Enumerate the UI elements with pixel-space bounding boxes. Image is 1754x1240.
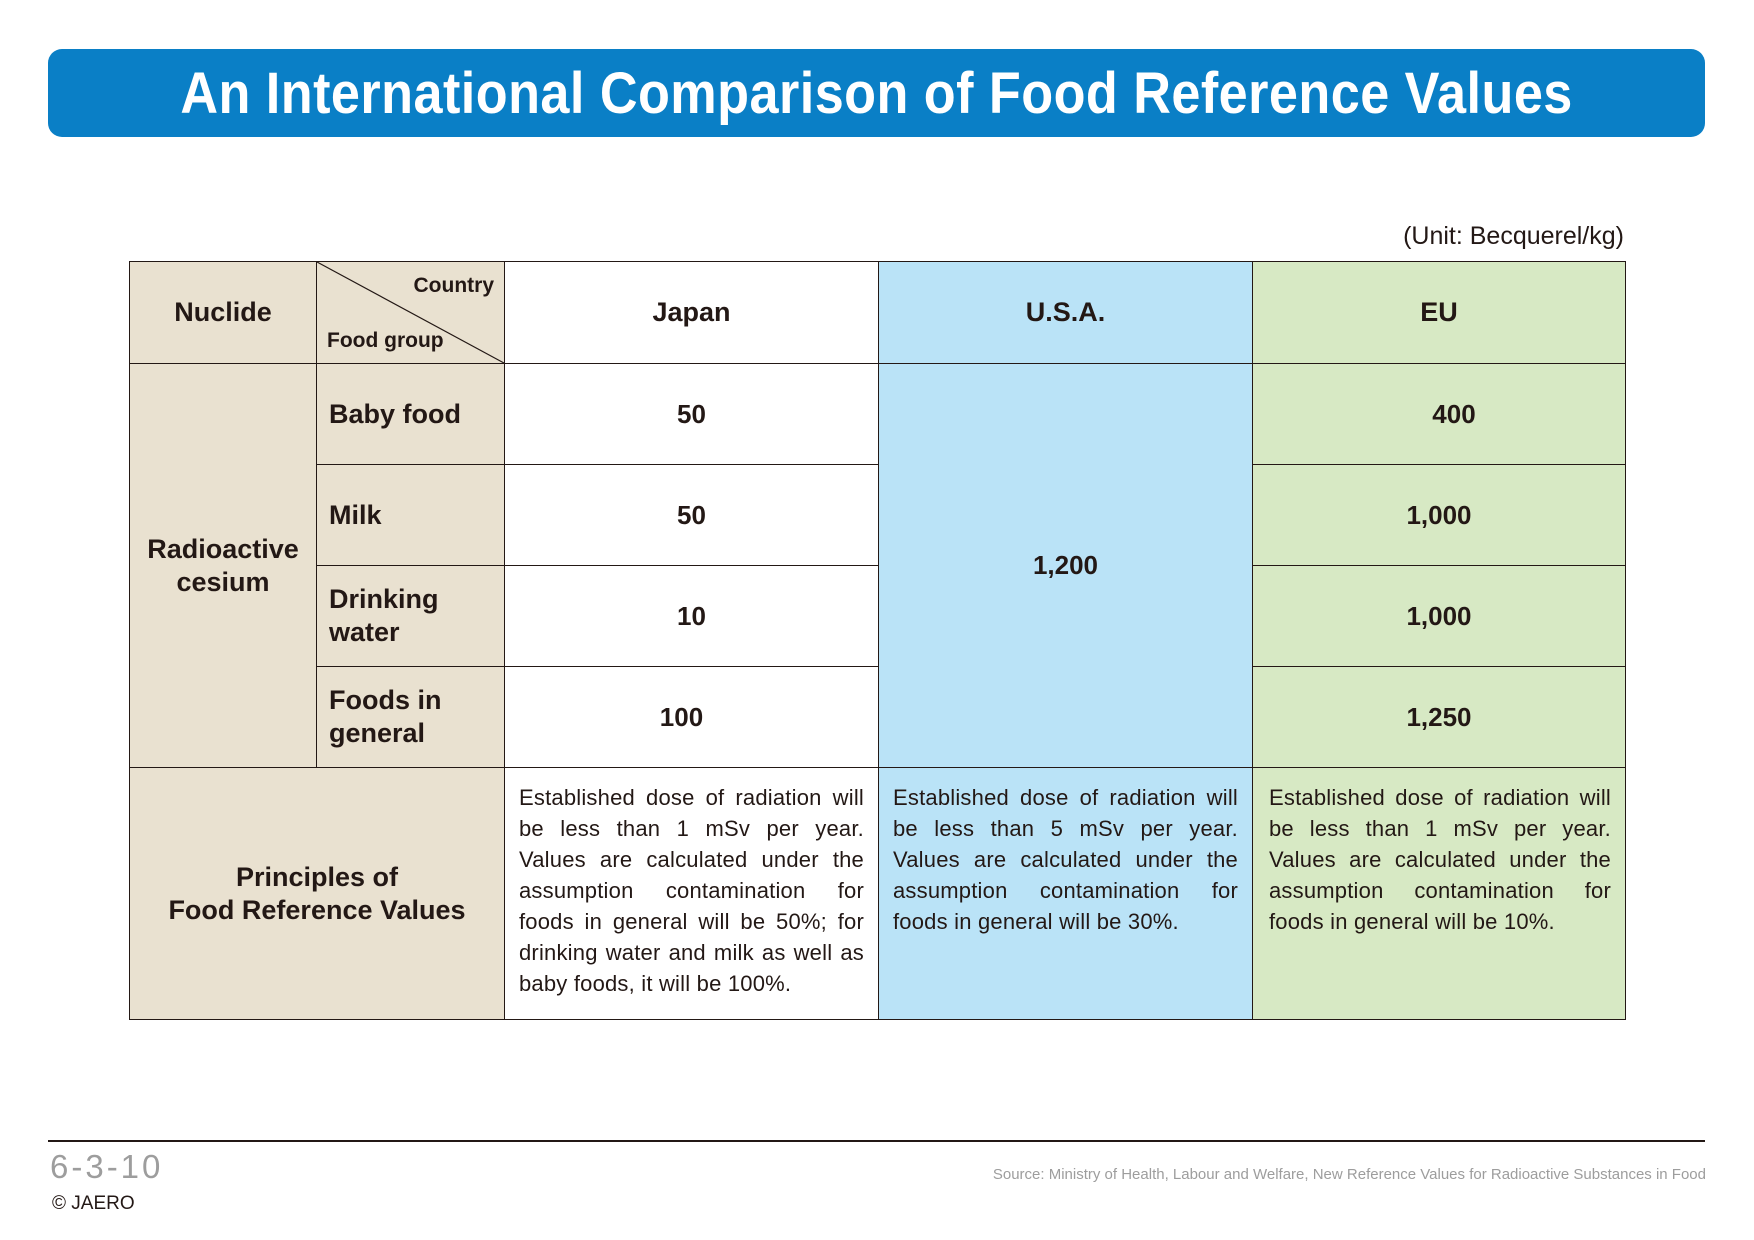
footer-divider	[48, 1140, 1705, 1142]
principles-usa: Established dose of radiation will be le…	[878, 767, 1253, 1020]
header-row: Nuclide Country Food group Japan U.S.A. …	[129, 261, 1626, 364]
copyright: © JAERO	[52, 1193, 135, 1214]
principles-japan: Established dose of radiation will be le…	[504, 767, 879, 1020]
column-header-usa: U.S.A.	[878, 261, 1253, 364]
unit-label: (Unit: Becquerel/kg)	[1403, 222, 1624, 250]
food-group-foods-in-general: Foods in general	[316, 666, 505, 768]
principles-row: Principles of Food Reference Values Esta…	[129, 767, 1626, 1020]
principles-label: Principles of Food Reference Values	[129, 767, 505, 1020]
japan-value: 50	[504, 464, 879, 566]
reference-values-table: Nuclide Country Food group Japan U.S.A. …	[129, 261, 1626, 1020]
page-title: An International Comparison of Food Refe…	[180, 60, 1573, 126]
table-row: Radioactive cesium Baby food 50 1,200 40…	[129, 363, 1626, 768]
eu-value: 1,000	[1252, 565, 1626, 667]
eu-value: 400	[1252, 363, 1626, 465]
nuclide-name: Radioactive cesium	[129, 363, 317, 768]
food-group-drinking-water: Drinking water	[316, 565, 505, 667]
food-group-milk: Milk	[316, 464, 505, 566]
country-label: Country	[413, 274, 495, 297]
title-bar: An International Comparison of Food Refe…	[48, 49, 1705, 137]
table-row: Foods in general 100 1,250	[130, 666, 1626, 768]
column-header-eu: EU	[1252, 261, 1626, 364]
diagonal-line	[317, 262, 504, 363]
table-row: Drinking water 10 1,000	[130, 565, 1626, 667]
eu-value: 1,250	[1252, 666, 1626, 768]
food-group-baby-food: Baby food	[316, 363, 505, 465]
eu-value: 1,000	[1252, 464, 1626, 566]
column-header-japan: Japan	[504, 261, 879, 364]
japan-value: 100	[504, 666, 879, 768]
page-number: 6-3-10	[50, 1148, 164, 1185]
principles-eu: Established dose of radiation will be le…	[1252, 767, 1626, 1020]
japan-value: 10	[504, 565, 879, 667]
japan-value: 50	[504, 363, 879, 465]
source-note: Source: Ministry of Health, Labour and W…	[992, 1166, 1706, 1183]
usa-value: 1,200	[878, 363, 1253, 768]
table-row: Milk 50 1,000	[130, 464, 1626, 566]
nuclide-header: Nuclide	[129, 261, 317, 364]
country-foodgroup-header: Country Food group	[316, 261, 505, 364]
food-group-label: Food group	[327, 329, 444, 352]
